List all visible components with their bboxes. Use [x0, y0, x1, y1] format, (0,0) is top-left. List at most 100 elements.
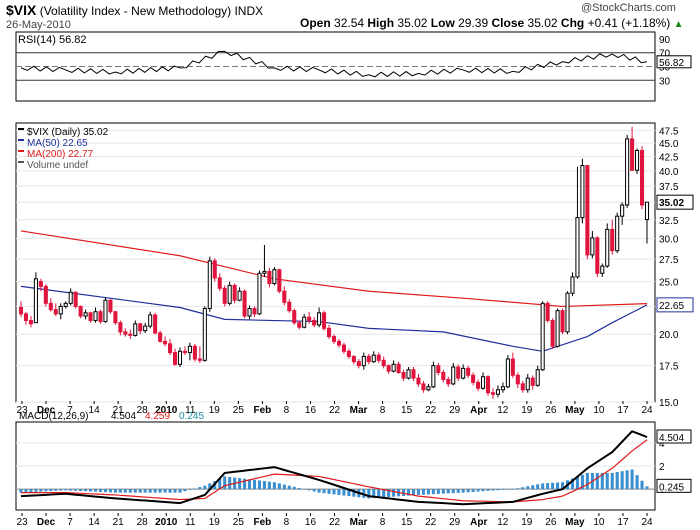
macd-histogram-bar — [347, 489, 351, 497]
macd-histogram-bar — [312, 489, 316, 492]
candle-body — [38, 281, 43, 287]
macd-legend-entry: 0.245 — [179, 411, 204, 422]
candle-body — [421, 383, 426, 391]
candle-body — [302, 316, 307, 328]
candle-body — [297, 322, 302, 328]
candle-body — [212, 260, 217, 279]
candle-body — [366, 355, 371, 363]
candle-body — [550, 319, 555, 347]
candle-body — [307, 316, 312, 321]
price-x-tick-label: 22 — [425, 405, 437, 416]
macd-histogram-bar — [342, 489, 346, 496]
close-value: 35.02 — [527, 16, 558, 30]
candle-body — [525, 377, 530, 391]
macd-histogram-bar — [193, 488, 197, 490]
close-label: Close — [491, 16, 525, 30]
candle-body — [495, 389, 500, 395]
candle-body — [158, 332, 163, 342]
macd-histogram-bar — [277, 483, 281, 490]
macd-histogram-bar — [59, 489, 63, 491]
rsi-line — [20, 50, 648, 78]
candle-body — [177, 350, 183, 365]
ma200-line — [20, 230, 648, 308]
candle-body — [73, 291, 78, 307]
candle-body — [580, 165, 585, 219]
price-tick-label: 17.5 — [659, 362, 679, 373]
candle-body — [560, 310, 565, 333]
macd-histogram-bar — [541, 483, 545, 490]
symbol-name: (Volatility Index - New Methodology) — [39, 4, 232, 18]
rsi-value-tag — [656, 55, 692, 69]
price-tick-label: 25.0 — [659, 278, 679, 289]
macd-histogram-bar — [203, 485, 207, 490]
candle-body — [123, 331, 128, 335]
macd-histogram-bar — [113, 489, 117, 493]
price-tick-label: 32.5 — [659, 216, 679, 227]
macd-histogram-bar — [630, 469, 634, 490]
high-value: 35.02 — [397, 16, 428, 30]
macd-histogram-bar — [262, 481, 266, 490]
macd-x-tick-label: 8 — [380, 517, 386, 528]
macd-histogram-bar — [64, 489, 68, 491]
candle-body — [232, 284, 237, 301]
macd-histogram-bar — [267, 481, 271, 490]
macd-x-tick-label: Mar — [350, 517, 368, 528]
macd-histogram-bar — [491, 489, 495, 491]
candle-body — [605, 228, 610, 267]
macd-tick-label: 4 — [659, 439, 665, 450]
macd-histogram-bar — [29, 489, 33, 493]
macd-histogram-bar — [585, 472, 589, 490]
price-legend-entry: Volume undef — [27, 160, 88, 171]
candle-body — [267, 270, 272, 284]
macd-histogram-bar — [148, 489, 152, 493]
candle-body — [411, 369, 416, 379]
price-x-tick-label: 19 — [209, 405, 221, 416]
macd-histogram-bar — [595, 472, 599, 490]
price-tick-label: 42.5 — [659, 153, 679, 164]
macd-histogram-bar — [556, 482, 560, 490]
candle-body — [570, 276, 575, 294]
macd-histogram-bar — [402, 489, 406, 496]
macd-histogram-bar — [446, 489, 450, 494]
candle-body — [138, 323, 143, 332]
candle-body — [133, 323, 138, 336]
macd-x-tick-label: 23 — [16, 517, 28, 528]
candle-body — [401, 372, 406, 379]
candle-body — [575, 217, 580, 278]
macd-x-tick-label: Dec — [37, 517, 56, 528]
macd-histogram-bar — [337, 489, 341, 495]
candle-body — [371, 354, 376, 363]
price-legend-entry: MA(50) 22.65 — [27, 138, 88, 149]
price-x-tick-label: 26 — [545, 405, 557, 416]
candle-body — [381, 359, 386, 367]
macd-histogram-bar — [103, 489, 108, 493]
candle-body — [630, 138, 635, 171]
price-x-tick-label: 11 — [185, 405, 196, 416]
price-x-tick-label: Dec — [37, 405, 56, 416]
exchange: INDX — [234, 4, 264, 18]
price-legend-entry: MA(200) 22.77 — [27, 149, 94, 160]
candle-body — [168, 343, 173, 354]
candle-body — [217, 277, 222, 289]
macd-histogram-bar — [575, 476, 579, 490]
macd-x-tick-label: 24 — [641, 517, 653, 528]
macd-histogram-bar — [406, 489, 411, 496]
macd-value-tag-label: 4.504 — [659, 433, 684, 444]
open-label: Open — [300, 16, 331, 30]
macd-histogram-bar — [128, 489, 132, 493]
candle-body — [317, 312, 322, 326]
candle-body — [257, 272, 262, 315]
macd-histogram-bar — [461, 489, 465, 493]
macd-x-tick-label: 16 — [305, 517, 317, 528]
macd-histogram-bar — [471, 489, 475, 492]
macd-legend-entry: 4.504 — [111, 411, 136, 422]
low-value: 29.39 — [458, 16, 489, 30]
rsi-tick-label: 30 — [659, 76, 671, 87]
macd-x-tick-label: 14 — [89, 517, 101, 528]
candle-body — [58, 305, 63, 315]
macd-histogram-bar — [411, 489, 416, 496]
candle-body — [148, 314, 153, 327]
macd-histogram-bar — [79, 489, 83, 492]
price-legend-swatch — [18, 139, 24, 141]
candle-body — [53, 309, 58, 315]
